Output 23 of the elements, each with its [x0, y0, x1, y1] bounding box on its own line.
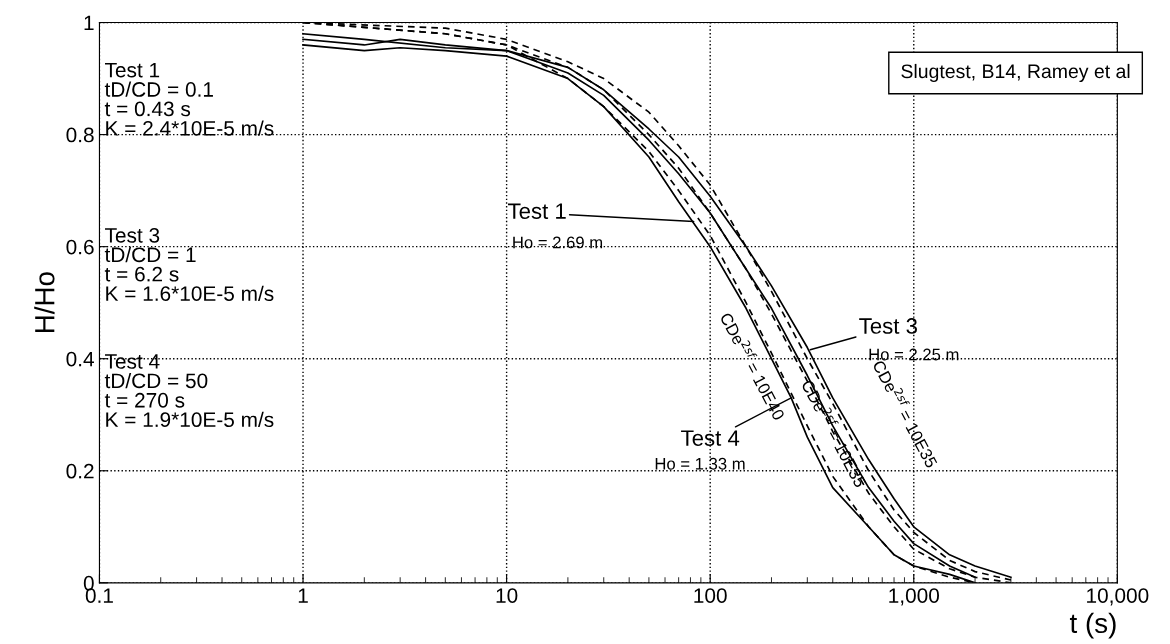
x-tick-label: 1,000	[889, 588, 940, 606]
x-tick-label: 100	[694, 588, 727, 603]
y-tick-label: 0.2	[66, 463, 94, 479]
annotation: Test 1 tD/CD = 0.1 t = 0.43 s K = 2.4*10E-5 m/s	[104, 62, 274, 136]
y-tick-label: 0.8	[66, 127, 94, 143]
text: Slugtest, B14, Ramey et al	[901, 63, 1130, 83]
y-tick-label: 1	[84, 15, 94, 31]
x-tick-label: 1	[298, 588, 308, 603]
y-axis-title: H/Ho	[34, 272, 55, 333]
annotation: Test 3 tD/CD = 1 t = 6.2 s K = 1.6*10E-5 m/s	[104, 227, 274, 301]
y-tick-label: 0.4	[66, 351, 94, 367]
annotation: Test 4	[681, 430, 740, 446]
annotation: Ho = 1.33 m	[655, 457, 745, 470]
x-tick-label: 10	[496, 588, 518, 603]
annotation: CDe$^{2sf}$ = 10E40	[719, 310, 789, 421]
annotation: Ho = 2.25 m	[869, 348, 959, 361]
annotation: Test 3	[859, 318, 917, 334]
y-tick-label: 0.6	[66, 239, 94, 255]
annotation: Ho = 2.69 m	[513, 236, 603, 249]
x-tick-label: 10,000	[1087, 588, 1149, 606]
annotation: Test 1	[508, 203, 566, 219]
x-axis-title: t (s)	[1069, 612, 1116, 639]
annotation: Test 4 tD/CD = 50 t = 270 s K = 1.9*10E-5 m/s	[104, 354, 274, 428]
